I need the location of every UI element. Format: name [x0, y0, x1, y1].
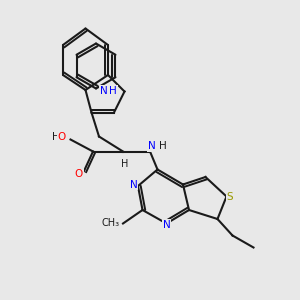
Text: H: H	[109, 86, 117, 97]
Text: CH₃: CH₃	[102, 218, 120, 229]
Text: H: H	[52, 132, 60, 142]
Text: O: O	[58, 132, 66, 142]
Text: S: S	[227, 191, 233, 202]
Text: N: N	[148, 141, 155, 151]
Text: O: O	[74, 169, 83, 179]
Text: N: N	[100, 86, 108, 97]
Text: H: H	[159, 141, 167, 151]
Text: H: H	[121, 159, 128, 169]
Text: N: N	[163, 220, 170, 230]
Text: N: N	[130, 179, 137, 190]
